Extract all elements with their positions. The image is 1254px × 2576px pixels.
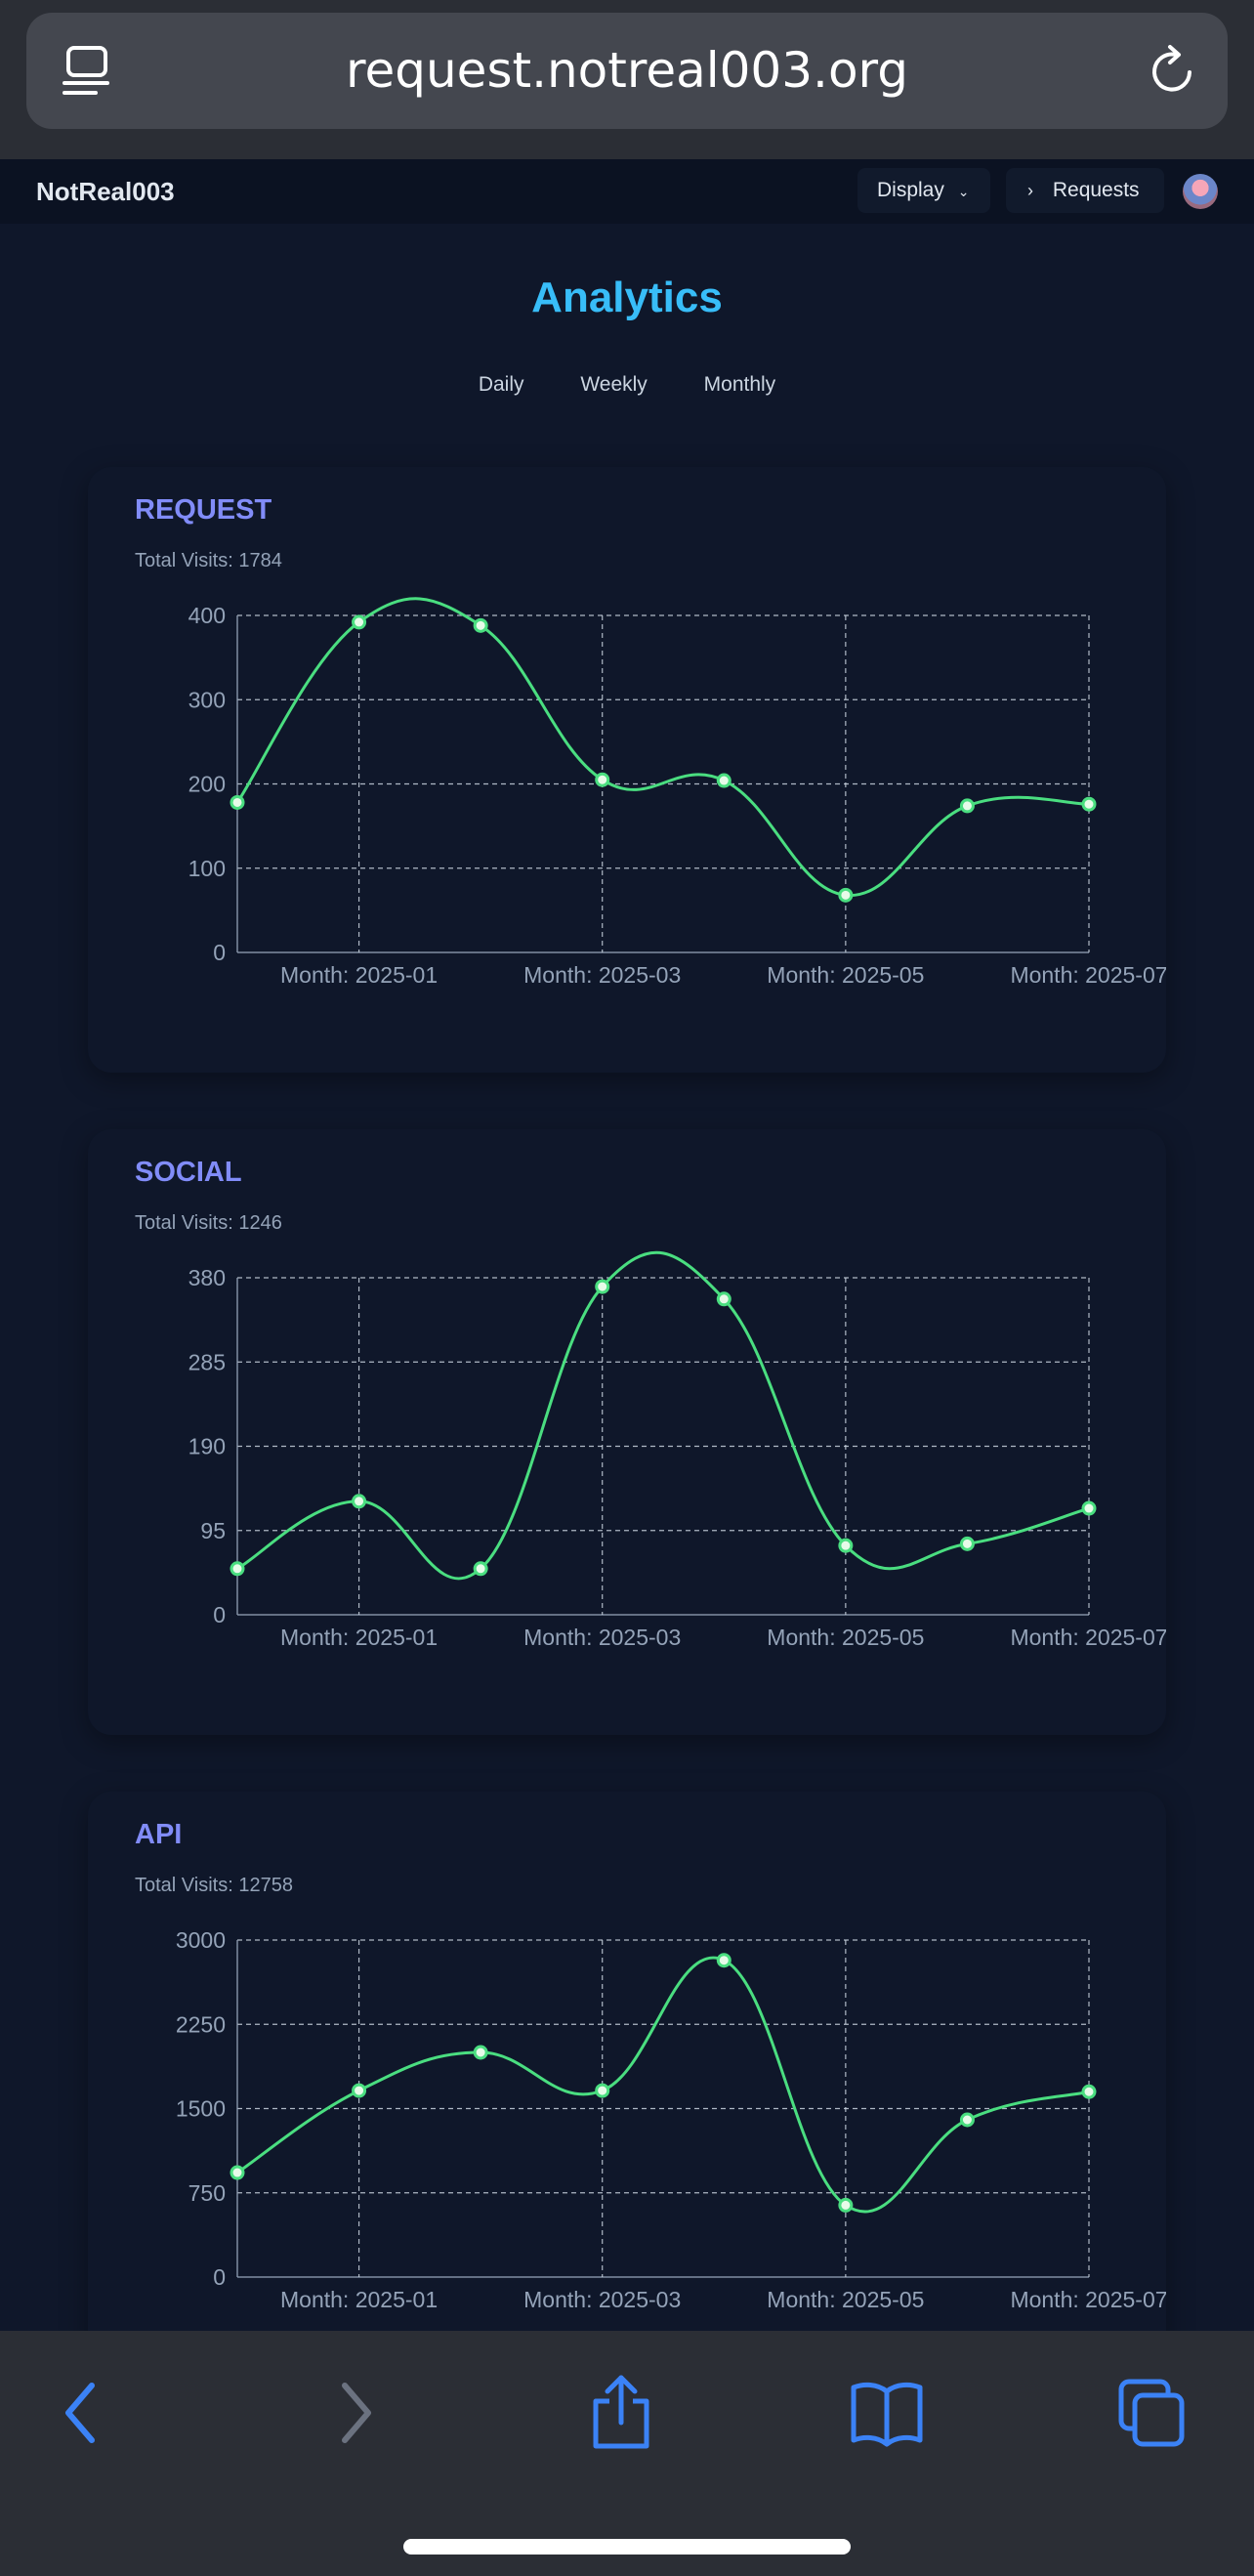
x-tick-label: Month: 2025-03 [523,962,681,988]
requests-label: Requests [1052,179,1140,201]
back-icon[interactable] [61,2374,100,2452]
chart-subtitle: Total Visits: 12758 [135,1875,293,1896]
social-chart: 0 95 190 285 380 Month: 2025-01 Month: 2025-03… [188,1250,1166,1650]
chart-title: SOCIAL [135,1157,242,1188]
display-label: Display [877,179,944,201]
request-chart: 0 100 200 300 400 Month: 2025-01 Month: 2025-0… [188,597,1166,988]
y-tick-label: 100 [188,856,226,881]
y-tick-label: 1500 [176,2096,226,2122]
tab-weekly[interactable]: Weekly [580,373,648,396]
data-point[interactable] [473,2045,488,2060]
data-point[interactable] [473,617,488,633]
data-point[interactable] [230,2165,245,2180]
chart-subtitle: Total Visits: 1784 [135,550,282,571]
y-tick-label: 2250 [176,2011,226,2037]
y-tick-label: 380 [188,1265,226,1290]
data-point[interactable] [1081,1500,1097,1516]
x-tick-label: Month: 2025-03 [523,1625,681,1650]
y-tick-label: 285 [188,1349,226,1374]
y-tick-label: 95 [200,1518,226,1543]
data-point[interactable] [959,2112,975,2128]
x-tick-label: Month: 2025-07 [1010,2287,1166,2312]
requests-button[interactable]: › Requests [1006,168,1164,213]
series-line [235,597,1090,897]
y-tick-label: 190 [188,1434,226,1459]
data-point[interactable] [352,614,367,630]
browser-top-bar: request.notreal003.org [0,0,1254,159]
tab-daily[interactable]: Daily [478,373,524,396]
address-bar[interactable]: request.notreal003.org [26,13,1228,129]
data-point[interactable] [352,2083,367,2098]
reload-icon[interactable] [1147,43,1201,98]
x-tick-label: Month: 2025-07 [1010,1625,1166,1650]
chevron-down-icon: ⌄ [957,184,970,199]
display-dropdown[interactable]: Display ⌄ [857,168,990,213]
site-navbar: NotReal003 Display ⌄ › Requests [0,159,1254,224]
data-point[interactable] [716,1291,732,1307]
chart-title: REQUEST [135,494,272,526]
y-tick-label: 300 [188,687,226,712]
x-tick-label: Month: 2025-01 [280,962,438,988]
data-point[interactable] [230,794,245,810]
data-point[interactable] [838,1538,854,1553]
data-point[interactable] [230,1561,245,1577]
browser-bottom-toolbar [0,2331,1254,2576]
data-point[interactable] [959,798,975,814]
data-point[interactable] [595,2083,610,2098]
tabs-overview-icon[interactable] [63,44,109,99]
share-icon[interactable] [590,2374,652,2452]
tab-monthly[interactable]: Monthly [703,373,776,396]
bookmarks-icon[interactable] [850,2374,924,2452]
tabs-icon[interactable] [1117,2374,1188,2452]
x-tick-label: Month: 2025-05 [767,1625,924,1650]
home-indicator [403,2539,851,2555]
chart-card-api: 0 750 1500 2250 3000 Month: 2025-01 Month: 202… [88,1792,1166,2397]
chart-title: API [135,1819,183,1850]
data-point[interactable] [959,1536,975,1551]
y-tick-label: 0 [213,2264,226,2290]
data-point[interactable] [473,1561,488,1577]
forward-icon[interactable] [337,2374,376,2452]
chart-card-request: 0 100 200 300 400 Month: 2025-01 Month: 2025-0… [88,467,1166,1073]
y-tick-label: 0 [213,940,226,965]
range-tabs: Daily Weekly Monthly [0,373,1254,397]
y-tick-label: 200 [188,772,226,797]
url-text[interactable]: request.notreal003.org [346,42,908,99]
y-tick-label: 3000 [176,1927,226,1953]
data-point[interactable] [352,1494,367,1509]
api-chart: 0 750 1500 2250 3000 Month: 2025-01 Month: 202… [176,1927,1166,2312]
series-line [236,1956,1090,2214]
data-point[interactable] [595,772,610,787]
data-point[interactable] [1081,796,1097,812]
chevron-right-icon: › [1027,181,1033,200]
data-point[interactable] [838,887,854,903]
y-tick-label: 750 [188,2180,226,2206]
data-point[interactable] [595,1279,610,1294]
x-tick-label: Month: 2025-03 [523,2287,681,2312]
data-point[interactable] [838,2197,854,2213]
brand-name[interactable]: NotReal003 [36,177,175,206]
chart-subtitle: Total Visits: 1246 [135,1212,282,1234]
y-tick-label: 0 [213,1602,226,1627]
page-title: Analytics [531,274,723,321]
x-tick-label: Month: 2025-01 [280,1625,438,1650]
series-line [236,1250,1090,1581]
x-tick-label: Month: 2025-05 [767,2287,924,2312]
chart-card-social: 0 95 190 285 380 Month: 2025-01 Month: 2025-03… [88,1129,1166,1735]
x-tick-label: Month: 2025-05 [767,962,924,988]
data-point[interactable] [716,773,732,788]
data-point[interactable] [716,1953,732,1968]
x-tick-label: Month: 2025-01 [280,2287,438,2312]
data-point[interactable] [1081,2084,1097,2099]
y-tick-label: 400 [188,603,226,628]
x-tick-label: Month: 2025-07 [1010,962,1166,988]
avatar[interactable] [1183,174,1218,209]
